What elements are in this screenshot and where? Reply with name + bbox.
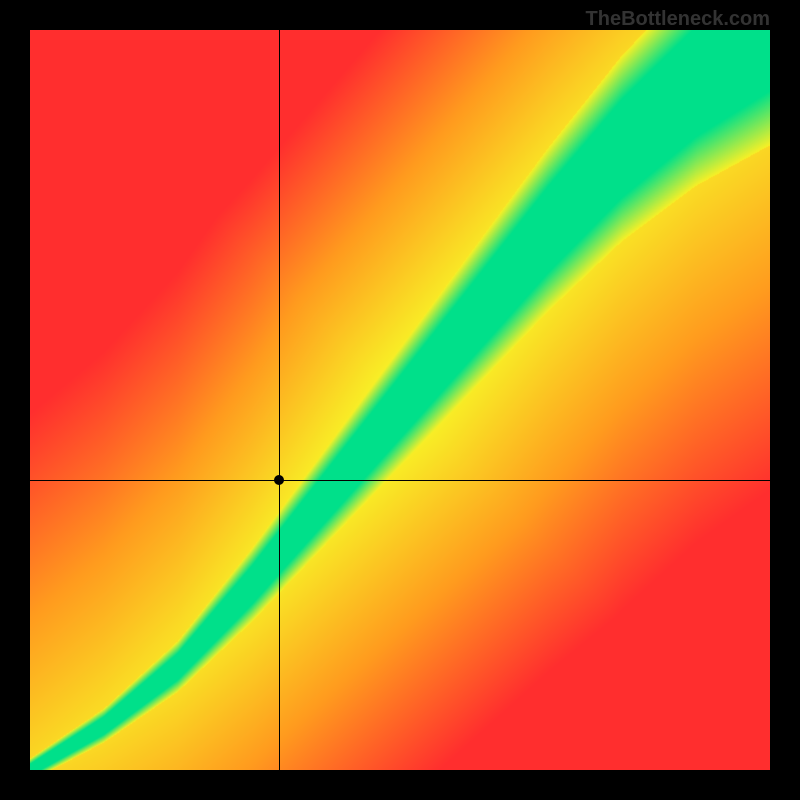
crosshair-horizontal [30,480,770,481]
watermark-text: TheBottleneck.com [586,8,770,31]
heatmap-canvas [30,30,770,770]
plot-area [30,30,770,770]
crosshair-vertical [279,30,280,770]
chart-container: TheBottleneck.com [0,0,800,800]
crosshair-marker [274,475,284,485]
